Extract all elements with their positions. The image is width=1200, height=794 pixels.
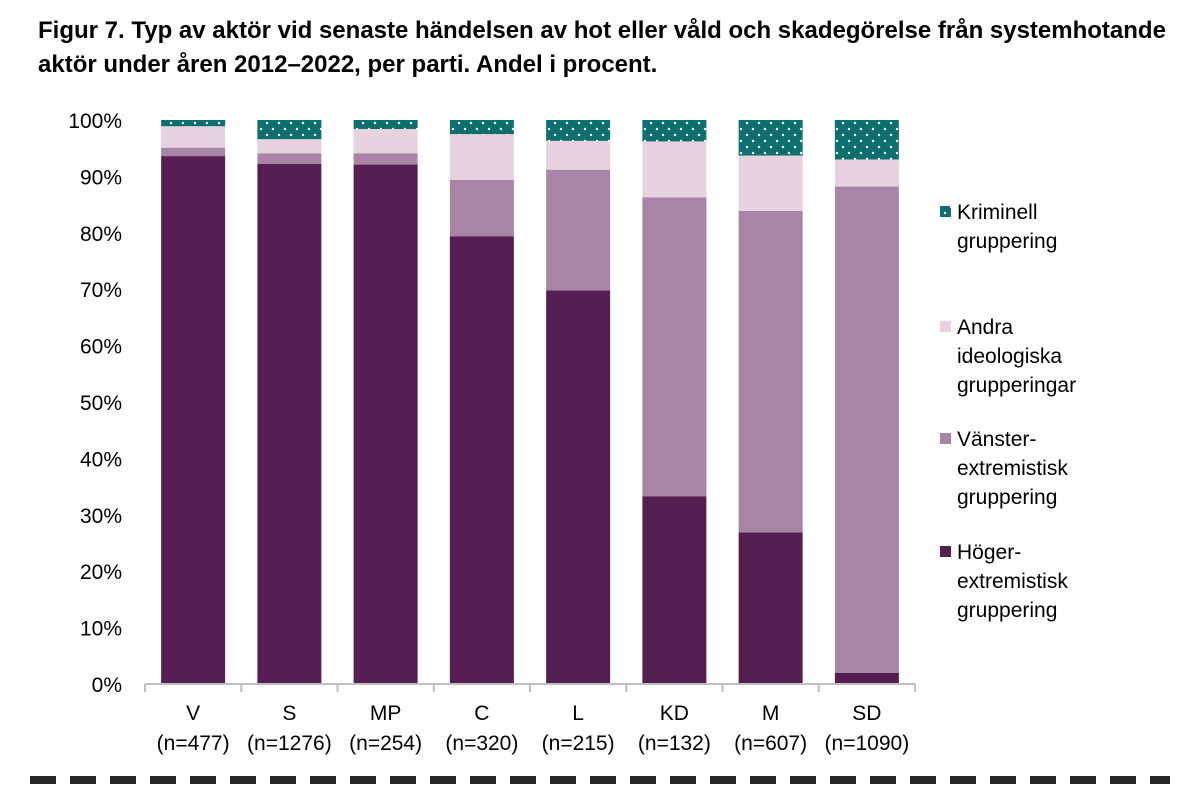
legend-swatch — [940, 206, 951, 217]
bar-segment — [642, 141, 707, 198]
bar-segment — [834, 672, 899, 684]
category-n-label: (n=1090) — [825, 732, 910, 755]
y-tick-label: 100% — [68, 110, 122, 133]
bar-segment — [161, 156, 226, 684]
bar-segment — [353, 164, 418, 684]
bar-segment — [161, 147, 226, 157]
bar-segment — [161, 120, 226, 127]
category-label: M — [762, 702, 780, 725]
y-tick-label: 30% — [80, 505, 122, 528]
bar-segment — [449, 134, 514, 180]
bar-segment — [738, 120, 803, 156]
bar-segment — [257, 139, 322, 154]
bar-segment — [161, 126, 226, 148]
bar-segment — [546, 140, 611, 170]
legend-label: gruppering — [957, 486, 1057, 509]
x-axis: V (n=477) S (n=1276) MP (n=254) C (n=320) L (n=21… — [144, 683, 916, 755]
bar-segment — [546, 169, 611, 291]
y-tick-label: 60% — [80, 336, 122, 359]
bar-segment — [257, 163, 322, 684]
category-n-label: (n=254) — [349, 732, 422, 755]
bar-segment — [546, 290, 611, 684]
legend-label: extremistisk — [957, 457, 1068, 480]
cropped-body-text — [30, 770, 1170, 794]
y-tick-label: 20% — [80, 561, 122, 584]
bar-segment — [353, 129, 418, 154]
legend-label: grupperingar — [957, 374, 1076, 397]
category-n-label: (n=477) — [157, 732, 230, 755]
category-n-label: (n=215) — [542, 732, 615, 755]
category-label: V — [186, 702, 200, 725]
legend-label: Andra — [957, 316, 1013, 339]
bar-segment — [834, 120, 899, 160]
category-label: MP — [370, 702, 402, 725]
bar-segment — [353, 153, 418, 165]
y-tick-label: 80% — [80, 223, 122, 246]
stacked-bar-chart: 0% 10% 20% 30% 40% 50% 60% 70% 80% 90% 100% V (n=47… — [68, 110, 1076, 755]
y-tick-label: 90% — [80, 166, 122, 189]
category-label: S — [282, 702, 296, 725]
bar-segment — [449, 120, 514, 135]
bar-segment — [257, 120, 322, 140]
legend-label: ideologiska — [957, 345, 1062, 368]
y-tick-label: 10% — [80, 618, 122, 641]
category-label: KD — [660, 702, 689, 725]
category-n-label: (n=607) — [734, 732, 807, 755]
category-label: SD — [852, 702, 881, 725]
bar-segment — [738, 532, 803, 684]
y-tick-label: 70% — [80, 279, 122, 302]
bar-segment — [257, 153, 322, 164]
bars — [161, 120, 899, 684]
legend-label: gruppering — [957, 599, 1057, 622]
legend-swatch — [940, 546, 951, 557]
category-n-label: (n=132) — [638, 732, 711, 755]
legend-label: Vänster- — [957, 428, 1036, 451]
chart-title: Figur 7. Typ av aktör vid senaste händel… — [38, 17, 1166, 78]
legend-swatch — [940, 433, 951, 444]
category-label: C — [474, 702, 489, 725]
bar-segment — [642, 120, 707, 142]
bar-segment — [834, 159, 899, 187]
bar-segment — [642, 496, 707, 684]
y-axis: 0% 10% 20% 30% 40% 50% 60% 70% 80% 90% 100% — [68, 110, 122, 697]
legend-label: gruppering — [957, 230, 1057, 253]
legend-label: extremistisk — [957, 570, 1068, 593]
category-n-label: (n=1276) — [247, 732, 332, 755]
y-tick-label: 0% — [92, 674, 122, 697]
bar-segment — [449, 179, 514, 237]
y-tick-label: 50% — [80, 392, 122, 415]
bar-segment — [546, 120, 611, 141]
legend: Kriminell gruppering Andra ideologiska grupp… — [940, 201, 1076, 622]
bar-segment — [738, 155, 803, 211]
category-label: L — [572, 702, 584, 725]
bar-segment — [642, 197, 707, 497]
legend-label: Kriminell — [957, 201, 1038, 224]
bar-segment — [449, 236, 514, 684]
bar-segment — [353, 120, 418, 130]
category-n-label: (n=320) — [445, 732, 518, 755]
bar-segment — [738, 210, 803, 533]
bar-segment — [834, 186, 899, 673]
legend-swatch — [940, 321, 951, 332]
y-tick-label: 40% — [80, 448, 122, 471]
legend-label: Höger- — [957, 541, 1021, 564]
